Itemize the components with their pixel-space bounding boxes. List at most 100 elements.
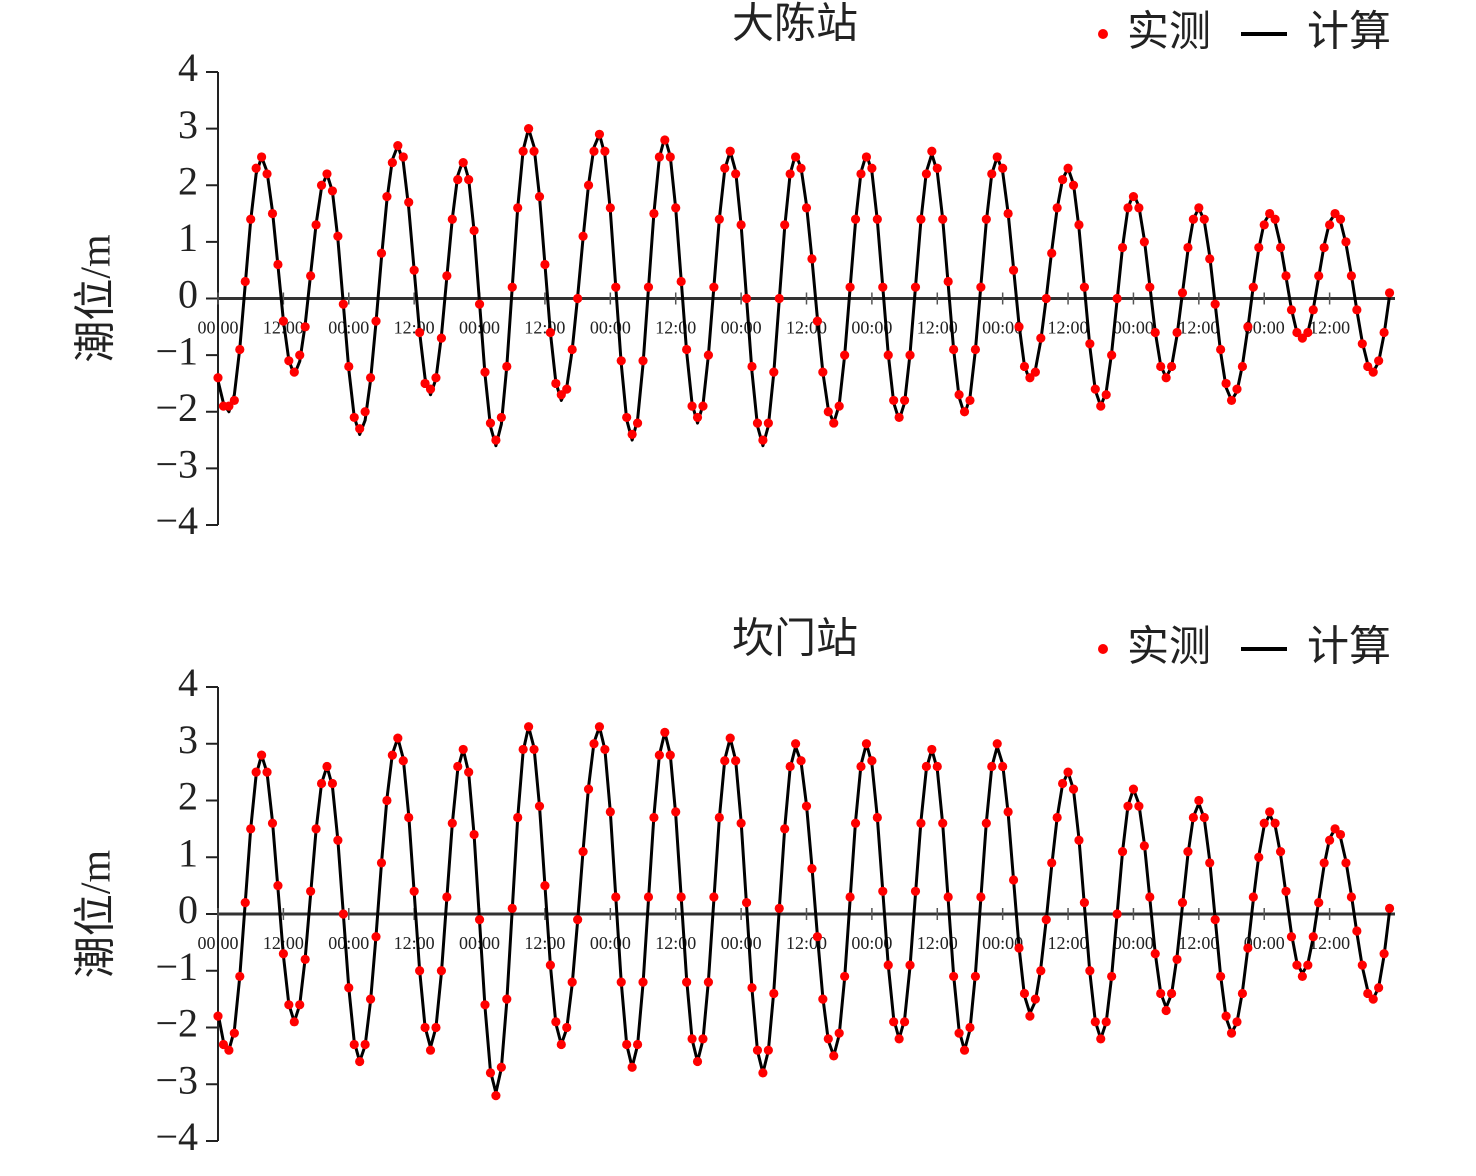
point [529, 146, 539, 156]
point [703, 350, 714, 360]
point [1107, 971, 1117, 982]
point [1090, 1017, 1100, 1027]
point [1325, 835, 1335, 845]
point [1003, 807, 1013, 817]
point [1281, 886, 1291, 896]
point [1085, 339, 1095, 349]
point [1368, 994, 1378, 1004]
point [1314, 898, 1324, 908]
x-tick-label: 00:00 [1244, 933, 1285, 953]
point [927, 744, 937, 755]
point [894, 412, 904, 423]
point [474, 915, 485, 925]
x-tick-label: 00:00 [590, 318, 631, 338]
point [447, 818, 457, 828]
point [1275, 242, 1286, 253]
point [551, 1017, 561, 1027]
point [453, 174, 463, 185]
point [1199, 214, 1209, 224]
point [785, 169, 795, 179]
point [850, 214, 861, 224]
point [1134, 801, 1144, 811]
point [1352, 926, 1362, 936]
point [720, 163, 730, 173]
point [709, 892, 719, 902]
point [1281, 271, 1291, 281]
x-tick-label: 00:00 [851, 933, 892, 953]
point [741, 898, 752, 908]
point [491, 1091, 501, 1101]
point [910, 282, 921, 292]
point [365, 373, 376, 383]
point [1019, 988, 1030, 999]
point [398, 756, 408, 766]
point [1150, 949, 1160, 959]
point [240, 898, 250, 908]
point [1030, 367, 1040, 377]
point [1096, 1034, 1106, 1044]
y-tick-label: 1 [178, 215, 198, 260]
point [774, 293, 784, 304]
point [823, 1034, 833, 1044]
legend-label: 计算 [1307, 10, 1391, 56]
point [1139, 841, 1149, 851]
point [834, 1028, 844, 1038]
point [1297, 333, 1307, 343]
point [981, 818, 991, 828]
point [1183, 242, 1193, 253]
x-tick-label: 12:00 [655, 933, 696, 953]
point [1194, 795, 1204, 806]
point [818, 367, 828, 377]
point [1025, 1011, 1035, 1021]
y-tick-label: 4 [178, 660, 198, 705]
point [725, 733, 735, 743]
point [518, 146, 528, 156]
point [365, 994, 376, 1004]
point [1134, 203, 1144, 213]
point [1041, 915, 1051, 925]
point [998, 163, 1008, 173]
point [894, 1034, 904, 1044]
point [872, 214, 882, 224]
point [616, 977, 626, 987]
line [216, 127, 1392, 448]
x-tick-label: 00:00 [328, 933, 369, 953]
point [818, 994, 828, 1004]
point [1161, 1005, 1171, 1016]
point [720, 756, 730, 766]
point [393, 141, 403, 151]
point [867, 163, 877, 173]
point [845, 282, 855, 292]
y-tick-label: −3 [155, 1057, 198, 1102]
point [1237, 988, 1248, 999]
point [872, 812, 882, 823]
point [371, 932, 381, 942]
y-tick-label: 2 [178, 774, 198, 819]
point [921, 169, 931, 179]
point [322, 761, 332, 772]
point [1030, 994, 1040, 1004]
point [1128, 784, 1139, 794]
point [1177, 288, 1188, 298]
x-tick-label: 00:00 [982, 933, 1023, 953]
point [605, 203, 615, 213]
point [246, 824, 256, 834]
point [256, 750, 267, 760]
point [1205, 858, 1215, 868]
point [1128, 191, 1139, 202]
point [916, 818, 926, 828]
point [415, 327, 425, 338]
point [1096, 401, 1106, 411]
point [1003, 208, 1013, 219]
point [791, 739, 801, 749]
point [703, 977, 714, 987]
point [404, 812, 414, 823]
legend-label: 计算 [1307, 625, 1391, 671]
point [682, 977, 692, 987]
point [1156, 988, 1166, 999]
point [752, 418, 763, 428]
x-tick-label: 12:00 [1309, 318, 1350, 338]
point [938, 214, 948, 224]
point [878, 886, 888, 896]
point [311, 824, 321, 834]
